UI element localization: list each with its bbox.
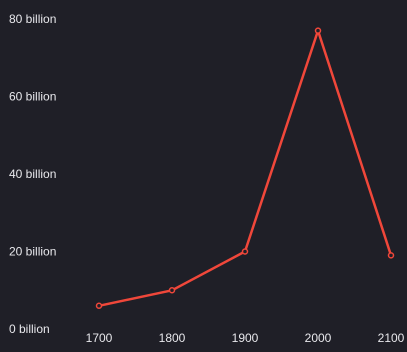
x-tick-label: 1800: [159, 331, 186, 345]
y-tick-label: 60 billion: [9, 90, 56, 104]
y-tick-label: 80 billion: [9, 12, 56, 26]
x-tick-label: 2000: [305, 331, 332, 345]
x-tick-label: 1700: [86, 331, 113, 345]
data-point: [387, 252, 395, 259]
data-point: [168, 287, 176, 294]
data-point: [314, 27, 322, 34]
x-tick-label: 2100: [378, 331, 405, 345]
y-tick-label: 0 billion: [9, 322, 50, 336]
y-axis-tick-labels: 0 billion 20 billion 40 billion 60 billion 8…: [9, 12, 56, 336]
x-axis-tick-labels: 1700 1800 1900 2000 2100: [86, 331, 405, 345]
y-tick-label: 20 billion: [9, 245, 56, 259]
x-tick-label: 1900: [232, 331, 259, 345]
series-line: [97, 29, 393, 308]
data-point: [241, 248, 249, 255]
data-point: [95, 302, 103, 309]
series-layer: [95, 27, 395, 309]
y-tick-label: 40 billion: [9, 167, 56, 181]
